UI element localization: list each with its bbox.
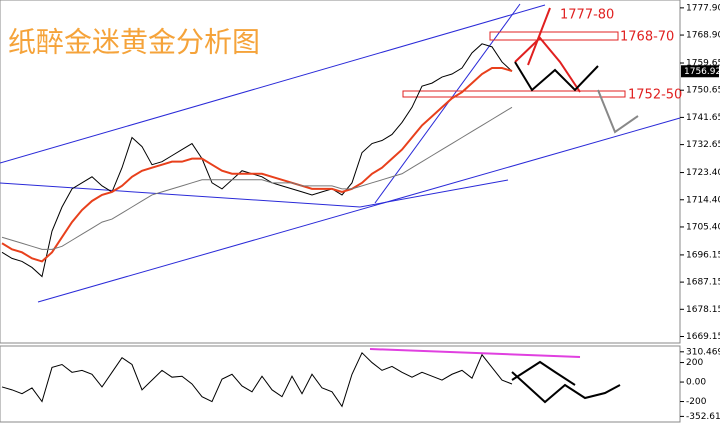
- series-line: [1, 106, 513, 250]
- y-tick-label: 1750.65: [686, 86, 720, 96]
- forecast-arrows: [369, 7, 639, 404]
- chart-title: 纸醉金迷黄金分析图: [8, 26, 260, 59]
- y-tick-label: -352.6173: [686, 412, 720, 422]
- y-tick-label: 1768.90: [686, 31, 720, 41]
- last-price-label: 1756.92: [684, 67, 720, 77]
- annotation: 1752-50: [628, 88, 682, 103]
- y-tick-label: 1687.15: [686, 278, 720, 288]
- y-tick-label: 1696.15: [686, 250, 720, 260]
- y-tick-label: 1741.65: [686, 113, 720, 123]
- annotation: 1768-70: [620, 30, 674, 45]
- y-tick-label: 1777.90: [686, 3, 720, 13]
- y-tick-label: 1678.15: [686, 305, 720, 315]
- last-price-box: [681, 65, 719, 78]
- y-tick-label: 1732.65: [686, 140, 720, 150]
- y-tick-label: 1714.40: [686, 195, 720, 205]
- annotation: 1777-80: [560, 8, 614, 23]
- y-tick-label: 1705.40: [686, 222, 720, 232]
- series-line: [1, 351, 513, 408]
- zones: [402, 31, 626, 98]
- y-tick-label: -200: [686, 397, 707, 407]
- series-line: [1, 66, 513, 263]
- y-tick-label: 1759.65: [686, 59, 720, 69]
- main-panel: [0, 0, 681, 344]
- y-tick-label: 1723.40: [686, 168, 720, 178]
- y-tick-label: 310.4691: [686, 347, 720, 357]
- y-tick-label: 0.00: [686, 378, 706, 388]
- y-tick-label: 200: [686, 358, 703, 368]
- series-line: [1, 43, 513, 278]
- y-tick-label: 1669.15: [686, 332, 720, 342]
- sub-panel: [0, 345, 681, 423]
